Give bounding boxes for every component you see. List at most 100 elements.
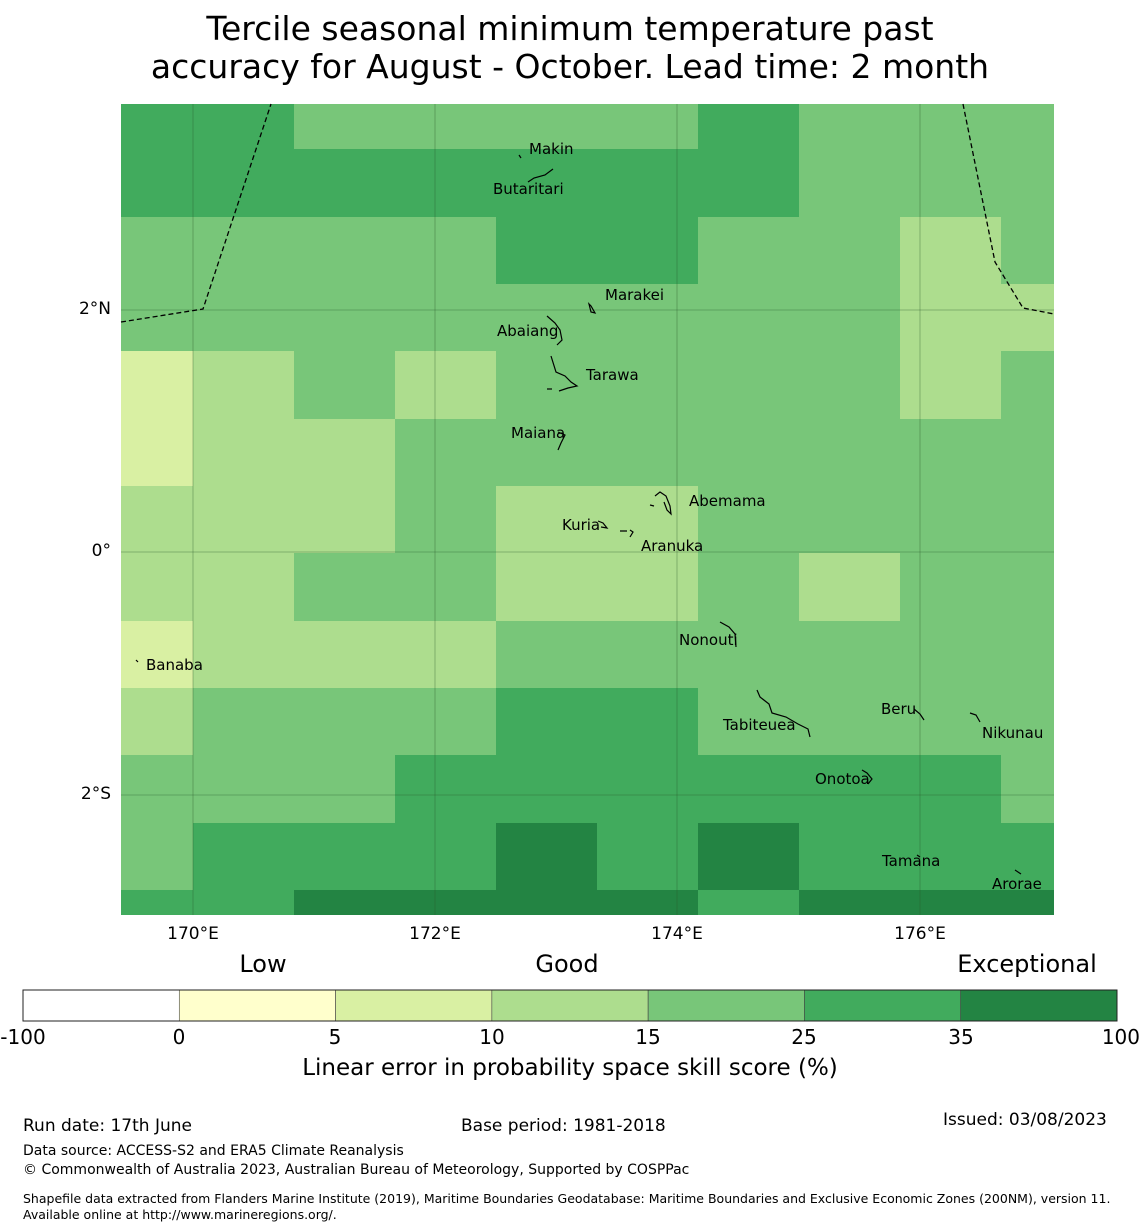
skill-cell <box>698 149 799 217</box>
skill-cell <box>294 217 395 284</box>
skill-cell <box>294 688 395 755</box>
skill-cell <box>121 104 193 149</box>
island-label-makin: Makin <box>529 140 574 158</box>
skill-cell <box>294 419 395 486</box>
island-outline-butaritari <box>527 168 554 183</box>
skill-cell <box>395 486 496 553</box>
skill-cell <box>799 823 900 890</box>
skill-cell <box>395 823 496 890</box>
base-period: Base period: 1981-2018 <box>461 1116 666 1136</box>
skill-cell <box>193 621 294 688</box>
skill-cell <box>597 486 698 553</box>
skill-cell <box>597 149 698 217</box>
skill-cell <box>193 688 294 755</box>
skill-cell <box>496 486 597 553</box>
skill-cell <box>294 284 395 351</box>
skill-cell <box>395 419 496 486</box>
data-source: Data source: ACCESS-S2 and ERA5 Climate … <box>23 1143 404 1159</box>
skill-cell <box>900 823 1001 890</box>
skill-cell <box>1001 351 1054 419</box>
island-label-nikunau: Nikunau <box>982 724 1044 742</box>
skill-cell <box>900 419 1001 486</box>
legend-tick-label: 100 <box>1101 1025 1140 1049</box>
skill-cell <box>597 351 698 419</box>
skill-cell <box>496 553 597 621</box>
skill-cell <box>193 149 294 217</box>
island-label-butaritari: Butaritari <box>493 180 564 198</box>
legend-tick-label: 25 <box>791 1025 817 1049</box>
island-label-tabiteuea: Tabiteuea <box>723 716 796 734</box>
skill-cell <box>294 104 395 149</box>
skill-cell <box>121 553 193 621</box>
skill-cell <box>121 486 193 553</box>
skill-cell <box>395 351 496 419</box>
skill-cell <box>597 688 698 755</box>
skill-cell <box>799 621 900 688</box>
island-outline-abemama-w <box>649 504 655 507</box>
island-label-beru: Beru <box>881 700 917 718</box>
island-label-banaba: Banaba <box>146 656 203 674</box>
skill-cell <box>294 553 395 621</box>
lon-label-172e: 172°E <box>409 924 461 944</box>
island-label-maiana: Maiana <box>511 424 566 442</box>
skill-cell <box>900 755 1001 823</box>
island-outline-nikunau <box>969 712 981 723</box>
legend-category-exceptional: Exceptional <box>957 950 1097 978</box>
skill-cell <box>121 284 193 351</box>
skill-cell <box>121 823 193 890</box>
island-outline-banaba <box>135 659 139 663</box>
skill-cell <box>597 104 698 149</box>
island-outline-tamana <box>916 854 921 858</box>
skill-cell <box>121 688 193 755</box>
copyright-notice: © Commonwealth of Australia 2023, Austra… <box>23 1162 690 1178</box>
skill-cell <box>900 149 1001 217</box>
skill-cell <box>395 688 496 755</box>
skill-cell <box>799 104 900 149</box>
graticule <box>121 104 1054 915</box>
skill-cell <box>395 149 496 217</box>
skill-cell <box>1001 688 1054 755</box>
island-outline-marakei <box>587 302 597 314</box>
skill-cell <box>799 890 900 915</box>
skill-cell <box>597 419 698 486</box>
island-outline-arorae <box>1014 869 1022 875</box>
island-outline-makin <box>518 154 522 159</box>
skill-cell <box>1001 104 1054 149</box>
island-label-marakei: Marakei <box>605 286 665 304</box>
colorbar-bin <box>22 989 180 1022</box>
skill-cell <box>698 553 799 621</box>
skill-cell <box>193 217 294 284</box>
skill-cell <box>1001 823 1054 890</box>
skill-cell <box>496 688 597 755</box>
issued-date: Issued: 03/08/2023 <box>943 1110 1107 1130</box>
colorbar-bin <box>335 989 493 1022</box>
legend-tick-label: 0 <box>172 1025 186 1049</box>
lon-label-174e: 174°E <box>651 924 703 944</box>
lat-label-0: 0° <box>91 541 111 561</box>
island-outline-abemama <box>654 491 672 516</box>
skill-cell <box>900 104 1001 149</box>
eez-boundaries <box>120 103 1055 323</box>
colorbar-bin <box>491 989 649 1022</box>
island-label-tamana: Tamana <box>882 852 941 870</box>
skill-cell <box>900 284 1001 351</box>
island-outline-abaiang <box>546 315 563 346</box>
skill-cell <box>698 890 799 915</box>
map-title-line-1: Tercile seasonal minimum temperature pas… <box>206 9 934 48</box>
map-title-line-2: accuracy for August - October. Lead time… <box>150 47 990 86</box>
skill-cell <box>698 217 799 284</box>
legend-title: Linear error in probability space skill … <box>302 1055 838 1081</box>
skill-cell <box>900 890 1001 915</box>
skill-cell <box>395 217 496 284</box>
skill-cell <box>1001 755 1054 823</box>
skill-cell <box>597 823 698 890</box>
skill-cell <box>395 553 496 621</box>
skill-cell <box>193 104 294 149</box>
legend-tick-label: 5 <box>328 1025 342 1049</box>
map-title: Tercile seasonal minimum temperature pas… <box>0 10 1140 86</box>
eez-boundary-west <box>120 103 272 323</box>
island-label-kuria: Kuria <box>562 516 601 534</box>
skill-cell <box>698 419 799 486</box>
skill-cell <box>900 621 1001 688</box>
